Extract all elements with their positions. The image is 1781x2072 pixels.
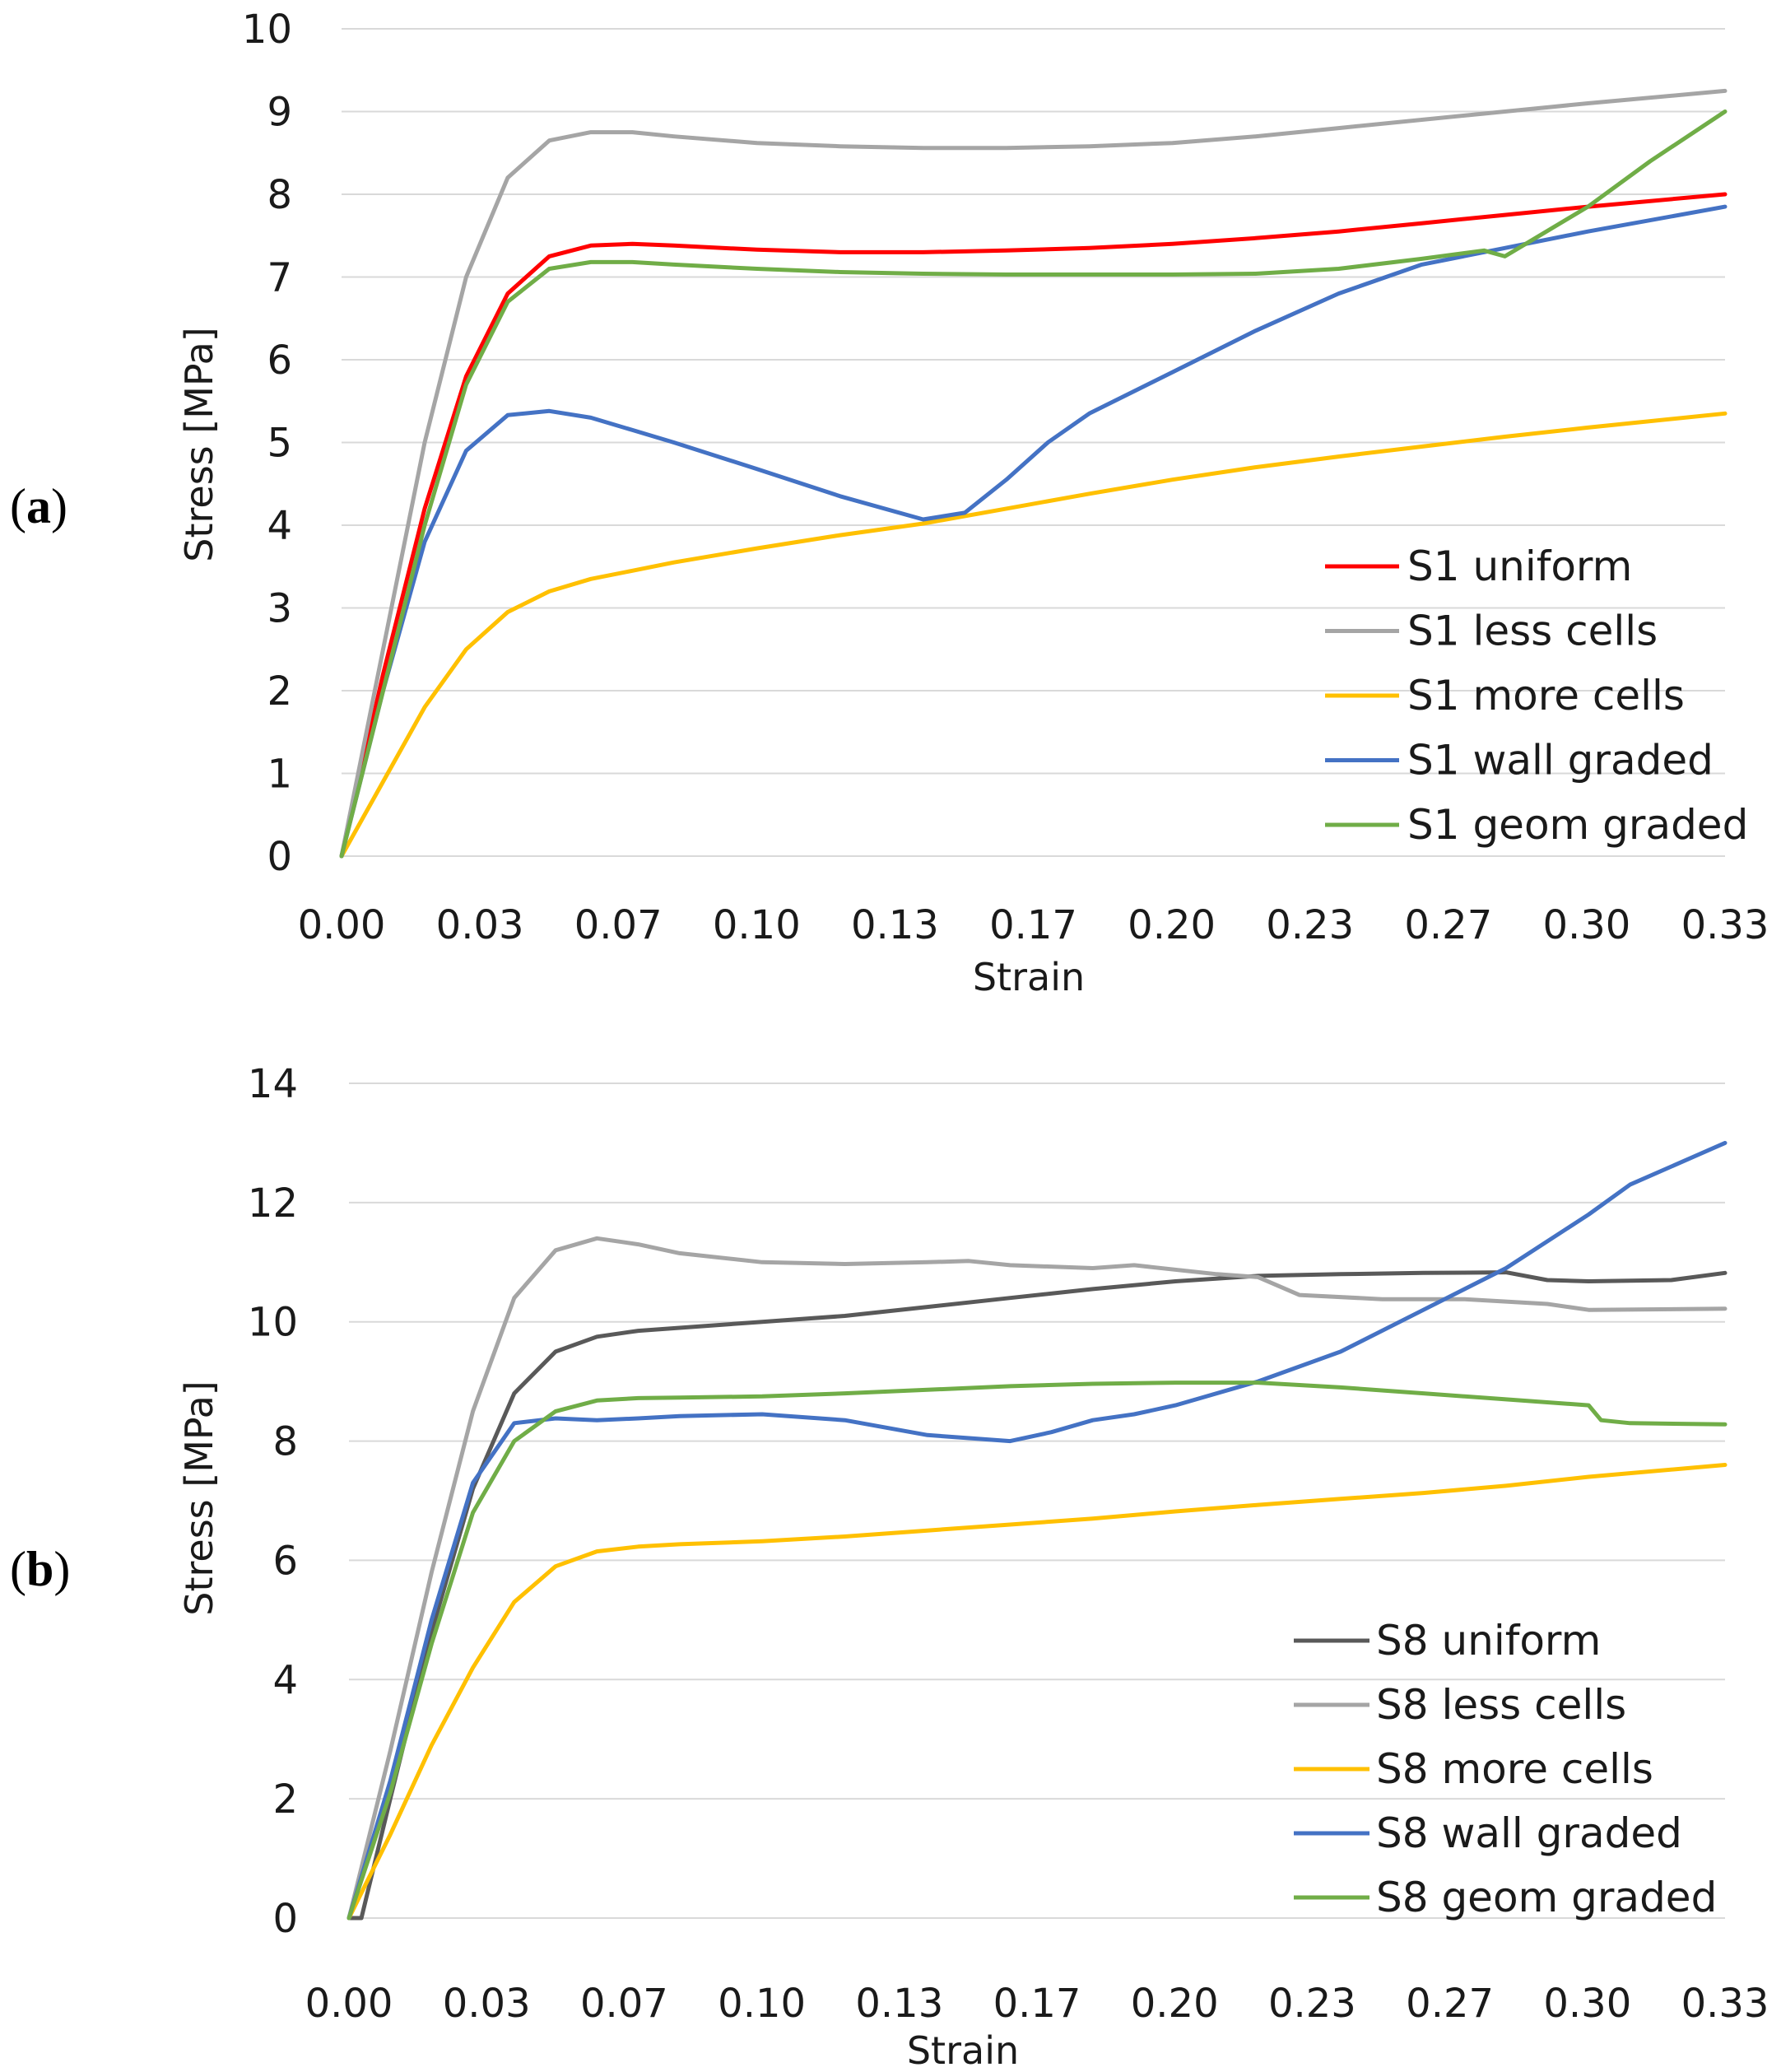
x-tick-label: 0.00	[298, 902, 386, 948]
x-tick-label: 0.20	[1128, 902, 1216, 948]
y-tick-label: 4	[267, 503, 292, 549]
y-tick-label: 14	[248, 1061, 298, 1107]
series-line-s1-less-cells	[339, 88, 1728, 859]
y-tick-label: 4	[272, 1657, 298, 1703]
y-tick-label: 6	[267, 338, 292, 384]
panel-a-letter: a	[26, 479, 51, 533]
panel-a-label: (a)	[10, 479, 67, 533]
legend-label: S8 uniform	[1376, 1617, 1601, 1665]
panel-b-x-tick-labels: 0.00 0.03 0.07 0.10 0.13 0.17 0.20 0.23 0.27 0.30…	[305, 1981, 1769, 2027]
y-tick-label: 7	[267, 255, 292, 301]
y-tick-label: 2	[267, 668, 292, 715]
legend-label: S1 more cells	[1407, 672, 1685, 719]
panel-b-letter: b	[26, 1542, 53, 1596]
x-tick-label: 0.20	[1131, 1981, 1219, 2027]
x-tick-label: 0.17	[989, 902, 1077, 948]
x-tick-label: 0.07	[580, 1981, 668, 2027]
panel-a-legend: S1 uniform S1 less cells S1 more cells S1 w…	[1325, 542, 1748, 849]
y-tick-label: 8	[272, 1419, 298, 1465]
panel-b-y-axis-title: Stress [MPa]	[177, 1381, 221, 1615]
series-line-s1-uniform	[339, 192, 1728, 859]
x-tick-label: 0.33	[1681, 902, 1769, 948]
legend-label: S1 wall graded	[1407, 737, 1714, 785]
x-tick-label: 0.17	[993, 1981, 1081, 2027]
panel-b-legend: S8 uniform S8 less cells S8 more cells S8 w…	[1294, 1617, 1717, 1921]
y-tick-label: 9	[267, 90, 292, 136]
x-tick-label: 0.33	[1681, 1981, 1769, 2027]
x-tick-label: 0.23	[1268, 1981, 1356, 2027]
x-tick-label: 0.30	[1543, 1981, 1631, 2027]
legend-label: S1 uniform	[1407, 542, 1632, 590]
x-tick-label: 0.30	[1542, 902, 1630, 948]
x-tick-label: 0.13	[851, 902, 939, 948]
series-line-s8-geom-graded	[346, 1381, 1728, 1921]
legend-label: S1 geom graded	[1407, 801, 1748, 849]
series-line-s8-less-cells	[346, 1236, 1728, 1921]
panel-a-y-tick-labels: 0 1 2 3 4 5 6 7 8 9 10	[242, 7, 292, 880]
x-tick-label: 0.10	[713, 902, 801, 948]
panel-a: (a) 0 1 2 3 4 5 6 7 8 9 10 0.00 0.03 0.07 0.10 0.13 0.1…	[10, 7, 1769, 999]
x-tick-label: 0.03	[436, 902, 524, 948]
panel-a-x-tick-labels: 0.00 0.03 0.07 0.10 0.13 0.17 0.20 0.23 0.27 0.30…	[298, 902, 1769, 948]
y-tick-label: 6	[272, 1538, 298, 1584]
panel-b-gridlines	[349, 1083, 1725, 1919]
panel-b-series	[346, 1140, 1728, 1921]
y-tick-label: 3	[267, 586, 292, 632]
x-tick-label: 0.03	[443, 1981, 531, 2027]
x-tick-label: 0.27	[1404, 902, 1492, 948]
legend-label: S8 less cells	[1376, 1681, 1626, 1729]
y-tick-label: 5	[267, 421, 292, 467]
panel-b: (b) 0 2 4 6 8 10 12 14 0.00 0.03 0.07 0.10 0.13 0.17…	[10, 1061, 1769, 2072]
panel-a-gridlines	[342, 28, 1725, 857]
x-tick-label: 0.23	[1266, 902, 1354, 948]
y-tick-label: 1	[267, 752, 292, 798]
y-tick-label: 10	[248, 1300, 298, 1346]
panel-a-y-axis-title: Stress [MPa]	[177, 327, 221, 561]
y-tick-label: 0	[272, 1896, 298, 1942]
legend-label: S8 geom graded	[1376, 1874, 1717, 1921]
legend-label: S8 wall graded	[1376, 1809, 1682, 1857]
panel-b-x-axis-title: Strain	[907, 2028, 1019, 2072]
x-tick-label: 0.07	[574, 902, 663, 948]
y-tick-label: 12	[248, 1180, 298, 1227]
x-tick-label: 0.00	[305, 1981, 393, 2027]
x-tick-label: 0.27	[1406, 1981, 1494, 2027]
series-line-s1-wall-graded	[339, 204, 1728, 859]
series-line-s8-more-cells	[346, 1463, 1728, 1921]
y-tick-label: 0	[267, 834, 292, 880]
legend-label: S8 more cells	[1376, 1745, 1653, 1793]
legend-label: S1 less cells	[1407, 608, 1658, 655]
x-tick-label: 0.13	[855, 1981, 943, 2027]
y-tick-label: 2	[272, 1776, 298, 1823]
panel-b-y-tick-labels: 0 2 4 6 8 10 12 14	[248, 1061, 298, 1942]
panel-a-series	[339, 88, 1728, 859]
panel-a-x-axis-title: Strain	[973, 955, 1085, 999]
x-tick-label: 0.10	[718, 1981, 806, 2027]
panel-b-label: (b)	[10, 1542, 70, 1596]
series-line-s1-more-cells	[339, 411, 1728, 859]
series-line-s1-geom-graded	[339, 109, 1728, 859]
series-line-s8-wall-graded	[346, 1140, 1728, 1921]
y-tick-label: 10	[242, 7, 292, 53]
y-tick-label: 8	[267, 172, 292, 218]
